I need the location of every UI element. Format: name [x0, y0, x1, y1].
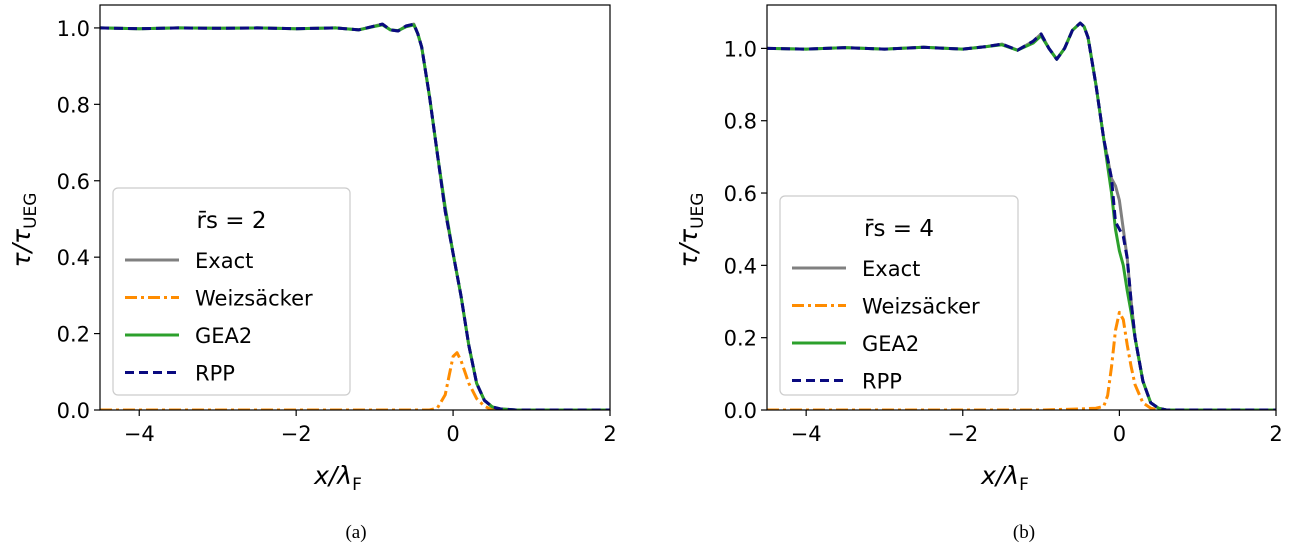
y-tick-label: 0.6	[724, 182, 757, 206]
series-line-rpp	[767, 21, 1276, 410]
panel-b: τ/τUEG x/λF (b) −4 −2 0 2 0.0 0.2 0.4 0.6 0.8 1.0…	[674, 4, 1283, 543]
panel-a: τ/τUEG x/λF (a) −4 −2 0 2 0.0 0.2 0.4 0.6 0.8 1.0…	[7, 4, 617, 543]
series-line-weizsäcker	[100, 351, 610, 410]
y-tick-label: 0.2	[724, 327, 757, 351]
legend: r̄s = 2 Exact Weizsäcker GEA2 RPP	[112, 187, 351, 396]
panel-b-caption: (b)	[1013, 522, 1035, 543]
legend-label-exact: Exact	[195, 249, 253, 273]
legend-label-weizsäcker: Weizsäcker	[862, 295, 980, 319]
legend-box	[779, 195, 1019, 396]
x-tick-label: 2	[603, 422, 616, 446]
x-tick-label: 0	[446, 422, 459, 446]
y-tick-label: 0.2	[57, 323, 90, 347]
x-tick-label: −4	[791, 422, 822, 446]
y-tick-label: 0.4	[57, 246, 90, 270]
x-tick-label: −4	[124, 422, 155, 446]
y-tick-label: 1.0	[57, 17, 90, 41]
y-tick-label: 0.8	[724, 110, 757, 134]
legend: r̄s = 4 Exact Weizsäcker GEA2 RPP	[779, 195, 1019, 396]
plot-area	[767, 21, 1276, 410]
panel-a-caption: (a)	[345, 522, 366, 543]
y-tick-label: 0.4	[724, 254, 757, 278]
panel-b-xlabel: x/λF	[980, 461, 1029, 495]
panel-a-xlabel: x/λF	[313, 461, 362, 495]
x-tick-label: 0	[1113, 422, 1126, 446]
legend-title: r̄s = 2	[197, 208, 267, 234]
legend-box	[112, 187, 351, 396]
legend-label-gea2: GEA2	[195, 324, 252, 348]
y-tick-label: 0.6	[57, 170, 90, 194]
y-tick-label: 0.0	[724, 399, 757, 423]
panel-a-ylabel: τ/τUEG	[7, 193, 41, 268]
y-tick-label: 1.0	[724, 37, 757, 61]
plot-area	[100, 22, 610, 410]
y-tick-label: 0.0	[57, 399, 90, 423]
x-tick-label: 2	[1269, 422, 1282, 446]
y-tick-label: 0.8	[57, 93, 90, 117]
axes-frame	[766, 4, 1277, 411]
legend-label-weizsäcker: Weizsäcker	[195, 287, 313, 311]
legend-label-exact: Exact	[862, 257, 920, 281]
legend-title: r̄s = 4	[864, 216, 934, 242]
x-tick-label: −2	[281, 422, 312, 446]
legend-label-gea2: GEA2	[862, 332, 919, 356]
legend-label-rpp: RPP	[862, 370, 902, 394]
series-line-rpp	[100, 22, 610, 410]
axes-frame	[99, 4, 611, 411]
x-tick-label: −2	[947, 422, 978, 446]
legend-label-rpp: RPP	[195, 362, 235, 386]
series-line-weizsäcker	[767, 310, 1276, 410]
panel-b-ylabel: τ/τUEG	[674, 193, 708, 268]
